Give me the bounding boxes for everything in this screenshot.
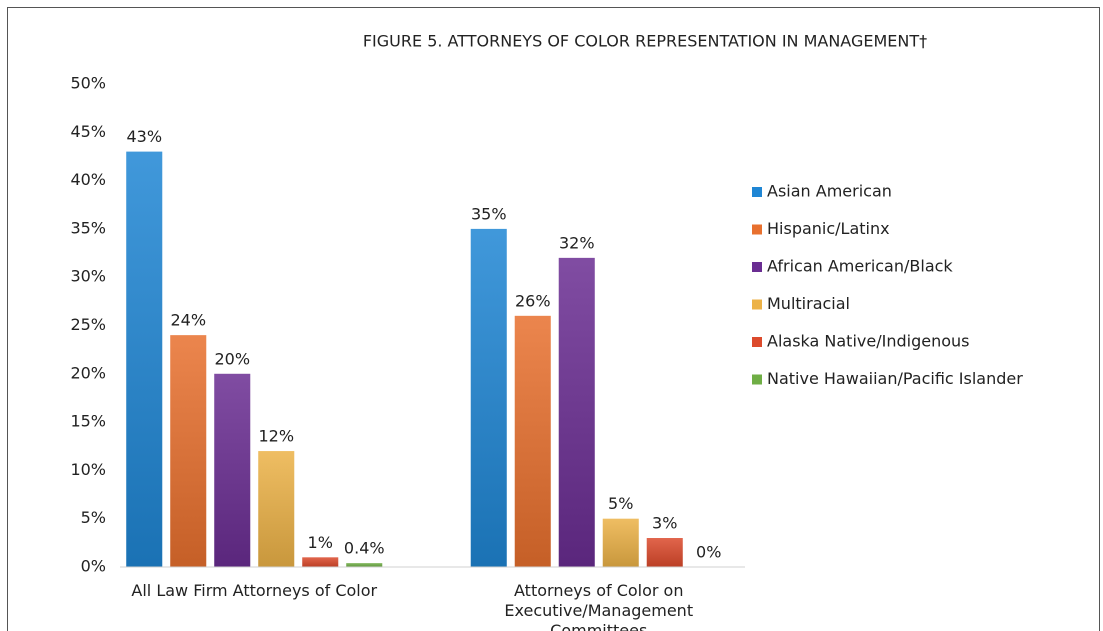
data-label: 5% [608,494,633,513]
y-tick-label: 5% [81,508,106,527]
bar-shade [258,451,295,567]
legend-label: Native Hawaiian/Pacific Islander [767,369,1023,388]
data-label: 1% [308,533,333,552]
legend-swatch [752,374,762,385]
legend-label: African American/Black [767,257,953,276]
data-label: 0% [696,543,721,562]
x-tick-label: All Law Firm Attorneys of Color [131,581,378,600]
data-label: 24% [170,311,206,330]
data-label: 35% [471,204,507,223]
bar-shade [558,257,595,567]
data-label: 32% [559,233,595,252]
y-tick-label: 45% [70,122,106,141]
data-label: 0.4% [344,539,385,558]
legend-label: Multiracial [767,294,850,313]
data-label: 3% [652,514,677,533]
legend-swatch [752,224,762,235]
y-tick-label: 15% [70,412,106,431]
y-tick-label: 25% [70,315,106,334]
y-tick-label: 40% [70,170,106,189]
legend-swatch [752,299,762,310]
legend-label: Hispanic/Latinx [767,219,890,238]
bar-shade [346,563,383,567]
data-label: 12% [258,427,294,446]
y-tick-label: 10% [70,460,106,479]
y-tick-label: 30% [70,267,106,286]
bar-shade [302,557,339,567]
legend-swatch [752,187,762,197]
bar-shade [126,151,163,567]
bar-shade [646,538,683,567]
bar-shade [214,373,251,567]
y-tick-label: 20% [70,363,106,382]
legend-swatch [752,262,762,272]
data-label: 43% [126,127,162,146]
bar-shade [514,315,551,567]
data-label: 26% [515,291,551,310]
bar-shade [170,335,207,567]
legend-swatch [752,337,762,347]
y-tick-label: 0% [81,557,106,576]
legend-label: Asian American [767,182,892,201]
frame [7,7,1100,631]
data-label: 20% [214,349,250,368]
bar-shade [470,228,507,567]
legend-label: Alaska Native/Indigenous [767,332,969,351]
y-tick-label: 50% [70,74,106,93]
chart-title: FIGURE 5. ATTORNEYS OF COLOR REPRESENTAT… [363,32,927,51]
x-tick-label: Attorneys of Color on Executive/Manageme… [504,581,694,631]
bar-shade [602,518,639,567]
y-tick-label: 35% [70,218,106,237]
